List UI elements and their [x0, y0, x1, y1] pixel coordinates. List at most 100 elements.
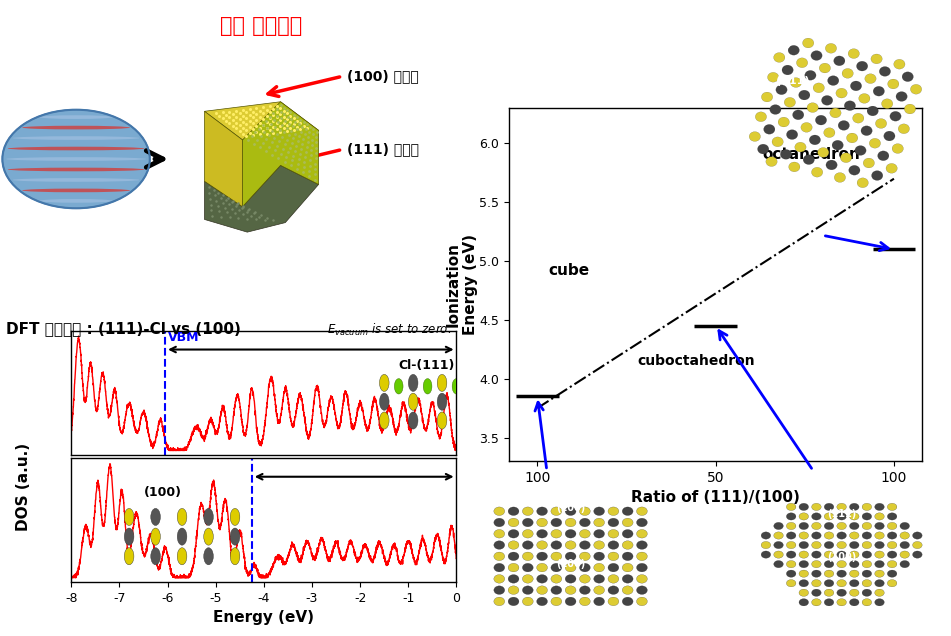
Circle shape: [408, 393, 418, 410]
Circle shape: [827, 76, 839, 85]
Circle shape: [551, 574, 562, 583]
Circle shape: [622, 552, 633, 560]
Circle shape: [792, 110, 804, 120]
Circle shape: [524, 375, 534, 391]
Circle shape: [636, 552, 648, 560]
Circle shape: [536, 507, 548, 516]
Text: DFT 계산결과 : (111)-Cl vs (100): DFT 계산결과 : (111)-Cl vs (100): [7, 321, 241, 336]
Circle shape: [579, 507, 591, 516]
Circle shape: [608, 530, 619, 538]
Circle shape: [494, 586, 505, 595]
Circle shape: [857, 61, 867, 71]
Circle shape: [608, 574, 619, 583]
Circle shape: [565, 541, 576, 550]
Circle shape: [894, 59, 905, 69]
Circle shape: [593, 574, 605, 583]
Circle shape: [799, 579, 808, 587]
Circle shape: [177, 528, 186, 545]
Circle shape: [125, 508, 134, 525]
Circle shape: [522, 541, 534, 550]
Circle shape: [887, 541, 897, 549]
Circle shape: [579, 563, 591, 572]
Circle shape: [494, 552, 505, 560]
Circle shape: [508, 552, 519, 560]
Circle shape: [551, 541, 562, 550]
Circle shape: [551, 586, 562, 595]
Circle shape: [849, 579, 859, 587]
Circle shape: [837, 522, 846, 530]
Circle shape: [837, 513, 846, 520]
Circle shape: [837, 579, 846, 587]
Circle shape: [825, 598, 834, 606]
Circle shape: [466, 412, 476, 429]
Circle shape: [830, 108, 841, 118]
Ellipse shape: [12, 136, 140, 140]
Circle shape: [855, 146, 866, 155]
Circle shape: [481, 378, 490, 394]
Ellipse shape: [12, 178, 140, 182]
Circle shape: [749, 132, 761, 141]
Circle shape: [913, 551, 922, 558]
Circle shape: [452, 378, 461, 394]
Circle shape: [466, 393, 476, 410]
Circle shape: [815, 115, 826, 125]
Polygon shape: [204, 102, 319, 140]
Circle shape: [230, 528, 240, 545]
Circle shape: [622, 586, 633, 595]
Circle shape: [837, 598, 846, 606]
Circle shape: [536, 530, 548, 538]
Circle shape: [862, 522, 872, 530]
Circle shape: [807, 102, 818, 113]
Circle shape: [379, 412, 389, 429]
Circle shape: [864, 74, 876, 83]
Circle shape: [551, 518, 562, 527]
Circle shape: [849, 598, 859, 606]
Circle shape: [886, 163, 898, 173]
Circle shape: [887, 503, 897, 511]
Y-axis label: Ionization
Energy (eV): Ionization Energy (eV): [445, 234, 477, 335]
Circle shape: [875, 551, 884, 558]
Circle shape: [786, 503, 796, 511]
Circle shape: [522, 563, 534, 572]
Circle shape: [875, 589, 884, 597]
Circle shape: [522, 586, 534, 595]
Circle shape: [466, 375, 476, 391]
Circle shape: [767, 73, 779, 82]
Circle shape: [875, 560, 884, 568]
Circle shape: [579, 530, 591, 538]
Circle shape: [825, 570, 834, 577]
Circle shape: [799, 570, 808, 577]
Circle shape: [524, 393, 534, 410]
Circle shape: [536, 563, 548, 572]
Circle shape: [811, 513, 822, 520]
Circle shape: [904, 104, 916, 114]
Circle shape: [522, 507, 534, 516]
Circle shape: [494, 518, 505, 527]
Circle shape: [811, 598, 822, 606]
Circle shape: [788, 45, 800, 55]
Circle shape: [887, 551, 897, 558]
Circle shape: [825, 522, 834, 530]
Circle shape: [825, 513, 834, 520]
Circle shape: [522, 530, 534, 538]
Circle shape: [862, 579, 872, 587]
Circle shape: [622, 563, 633, 572]
Text: 실제 인공원자: 실제 인공원자: [221, 16, 302, 36]
Text: cuboctahedron: cuboctahedron: [637, 354, 755, 368]
Circle shape: [850, 81, 862, 91]
Text: (111) 노출면: (111) 노출면: [347, 142, 419, 156]
Text: VBM: VBM: [167, 331, 199, 344]
Circle shape: [636, 597, 648, 605]
Ellipse shape: [6, 157, 146, 161]
Circle shape: [811, 541, 822, 549]
Text: $E_{vacuum}$ is set to zero.: $E_{vacuum}$ is set to zero.: [327, 321, 452, 338]
Circle shape: [799, 551, 808, 558]
Circle shape: [862, 532, 872, 539]
Circle shape: [593, 597, 605, 605]
Circle shape: [837, 541, 846, 549]
Circle shape: [622, 597, 633, 605]
Circle shape: [799, 532, 808, 539]
Circle shape: [875, 503, 884, 511]
Circle shape: [772, 137, 784, 147]
Circle shape: [622, 530, 633, 538]
